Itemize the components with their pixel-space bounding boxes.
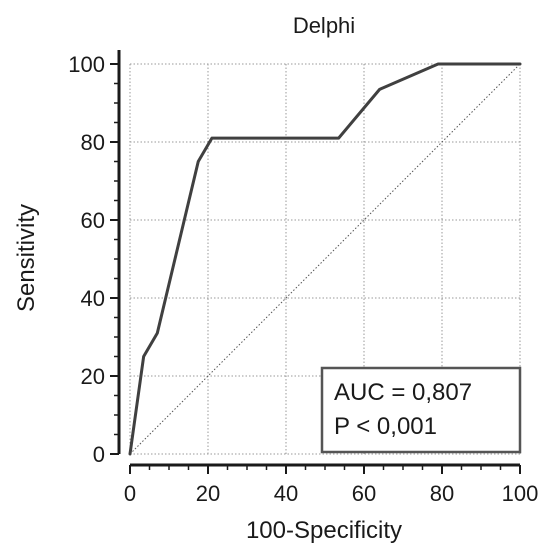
y-tick-label: 40 (81, 286, 105, 311)
y-tick-label: 60 (81, 208, 105, 233)
x-tick-label: 80 (430, 481, 454, 506)
reference-line (129, 63, 521, 455)
x-tick-label: 60 (352, 481, 376, 506)
x-tick-label: 100 (502, 481, 539, 506)
y-tick-label: 100 (68, 52, 105, 77)
x-tick-label: 40 (274, 481, 298, 506)
x-tick-label: 20 (196, 481, 220, 506)
y-axis-title: Sensitivity (13, 204, 40, 312)
auc-label: AUC = 0,807 (334, 379, 472, 406)
y-tick-label: 20 (81, 364, 105, 389)
y-tick-label: 80 (81, 130, 105, 155)
reference-diagonal (129, 63, 521, 455)
chart-title: Delphi (293, 13, 355, 38)
roc-curve (128, 62, 522, 456)
annotation-box-group: AUC = 0,807 P < 0,001 (320, 366, 522, 454)
p-value-label: P < 0,001 (334, 413, 437, 440)
x-tick-label: 0 (124, 481, 136, 506)
x-axis-title: 100-Specificity (246, 517, 402, 544)
annotation-box (320, 366, 522, 454)
axes: 0 20 40 60 80 100 0 20 40 60 80 100 (68, 50, 538, 506)
y-tick-label: 0 (93, 442, 105, 467)
roc-curve-group (128, 62, 522, 456)
